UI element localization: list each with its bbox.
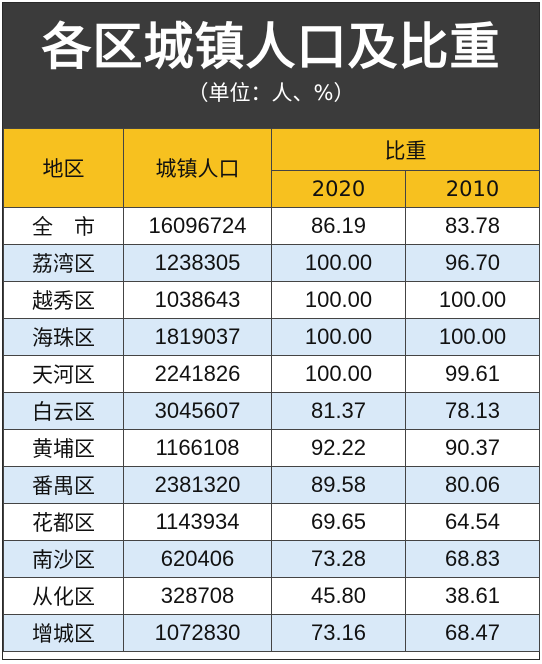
population-cell: 328708 bbox=[123, 577, 272, 615]
header-region: 地区 bbox=[3, 128, 124, 208]
region-cell: 白云区 bbox=[3, 392, 124, 430]
table-row: 全 市 16096724 86.19 83.78 bbox=[3, 207, 540, 245]
table-row: 番禺区 2381320 89.58 80.06 bbox=[3, 466, 540, 504]
ratio-2020-cell: 73.28 bbox=[271, 540, 406, 578]
ratio-2020-cell: 92.22 bbox=[271, 429, 406, 467]
header-year-2020: 2020 bbox=[271, 170, 406, 208]
header-ratio-group: 比重 bbox=[271, 128, 540, 171]
ratio-2020-cell: 45.80 bbox=[271, 577, 406, 615]
ratio-2010-cell: 100.00 bbox=[405, 318, 540, 356]
region-cell: 黄埔区 bbox=[3, 429, 124, 467]
table-body: 全 市 16096724 86.19 83.78 荔湾区 1238305 100… bbox=[3, 207, 540, 652]
population-cell: 2241826 bbox=[123, 355, 272, 393]
header-row-years: 2020 2010 bbox=[4, 170, 540, 208]
table-row: 花都区 1143934 69.65 64.54 bbox=[3, 503, 540, 541]
ratio-2010-cell: 80.06 bbox=[405, 466, 540, 504]
ratio-2020-cell: 86.19 bbox=[271, 207, 406, 245]
page-title: 各区城镇人口及比重 bbox=[41, 18, 501, 76]
region-cell: 海珠区 bbox=[3, 318, 124, 356]
ratio-2010-cell: 100.00 bbox=[405, 281, 540, 319]
ratio-2020-cell: 89.58 bbox=[271, 466, 406, 504]
population-cell: 620406 bbox=[123, 540, 272, 578]
population-cell: 3045607 bbox=[123, 392, 272, 430]
ratio-2010-cell: 64.54 bbox=[405, 503, 540, 541]
region-cell: 番禺区 bbox=[3, 466, 124, 504]
population-cell: 16096724 bbox=[123, 207, 272, 245]
region-cell: 全 市 bbox=[3, 207, 124, 245]
ratio-2020-cell: 100.00 bbox=[271, 244, 406, 282]
population-cell: 2381320 bbox=[123, 466, 272, 504]
ratio-2010-cell: 96.70 bbox=[405, 244, 540, 282]
population-cell: 1238305 bbox=[123, 244, 272, 282]
population-cell: 1072830 bbox=[123, 614, 272, 652]
population-cell: 1166108 bbox=[123, 429, 272, 467]
region-cell: 荔湾区 bbox=[3, 244, 124, 282]
table-row: 从化区 328708 45.80 38.61 bbox=[3, 577, 540, 615]
region-cell: 越秀区 bbox=[3, 281, 124, 319]
unit-subtitle: （单位：人、%） bbox=[187, 81, 355, 105]
header-year-2010: 2010 bbox=[405, 170, 540, 208]
header-urban-population: 城镇人口 bbox=[123, 128, 272, 208]
region-cell: 南沙区 bbox=[3, 540, 124, 578]
population-table: 地区 城镇人口 比重 2020 2010 全 市 16096724 86.19 … bbox=[3, 128, 540, 652]
table-row: 天河区 2241826 100.00 99.61 bbox=[3, 355, 540, 393]
table-row: 海珠区 1819037 100.00 100.00 bbox=[3, 318, 540, 356]
table-row: 荔湾区 1238305 100.00 96.70 bbox=[3, 244, 540, 282]
ratio-2020-cell: 100.00 bbox=[271, 355, 406, 393]
table-row: 黄埔区 1166108 92.22 90.37 bbox=[3, 429, 540, 467]
ratio-2020-cell: 81.37 bbox=[271, 392, 406, 430]
header-row-top: 地区 城镇人口 比重 bbox=[3, 128, 540, 208]
population-cell: 1143934 bbox=[123, 503, 272, 541]
ratio-2020-cell: 73.16 bbox=[271, 614, 406, 652]
region-cell: 天河区 bbox=[3, 355, 124, 393]
ratio-2020-cell: 69.65 bbox=[271, 503, 406, 541]
population-cell: 1819037 bbox=[123, 318, 272, 356]
ratio-2010-cell: 68.83 bbox=[405, 540, 540, 578]
ratio-2020-cell: 100.00 bbox=[271, 318, 406, 356]
ratio-2010-cell: 68.47 bbox=[405, 614, 540, 652]
ratio-2020-cell: 100.00 bbox=[271, 281, 406, 319]
ratio-2010-cell: 78.13 bbox=[405, 392, 540, 430]
table-row: 增城区 1072830 73.16 68.47 bbox=[3, 614, 540, 652]
region-cell: 增城区 bbox=[3, 614, 124, 652]
ratio-2010-cell: 38.61 bbox=[405, 577, 540, 615]
region-cell: 从化区 bbox=[3, 577, 124, 615]
table-row: 南沙区 620406 73.28 68.83 bbox=[3, 540, 540, 578]
ratio-2010-cell: 90.37 bbox=[405, 429, 540, 467]
ratio-2010-cell: 83.78 bbox=[405, 207, 540, 245]
population-cell: 1038643 bbox=[123, 281, 272, 319]
table-row: 白云区 3045607 81.37 78.13 bbox=[3, 392, 540, 430]
table-row: 越秀区 1038643 100.00 100.00 bbox=[3, 281, 540, 319]
ratio-2010-cell: 99.61 bbox=[405, 355, 540, 393]
title-banner: 各区城镇人口及比重 （单位：人、%） bbox=[3, 3, 539, 128]
region-cell: 花都区 bbox=[3, 503, 124, 541]
